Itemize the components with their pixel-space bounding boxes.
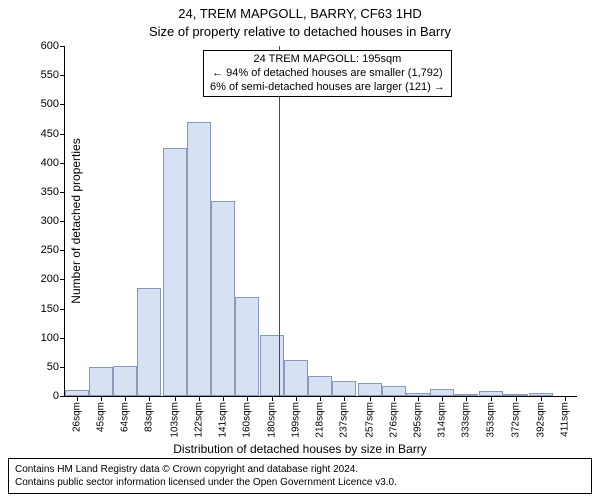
info-box-line: 6% of semi-detached houses are larger (1… <box>210 81 445 95</box>
histogram-bar <box>211 201 235 396</box>
x-tick-label: 64sqm <box>120 402 131 432</box>
x-tick-mark <box>516 396 517 401</box>
y-tick-label: 400 <box>41 157 59 169</box>
y-tick-label: 300 <box>41 215 59 227</box>
property-marker-line <box>279 46 280 396</box>
y-tick-label: 550 <box>41 69 59 81</box>
x-tick-mark <box>247 396 248 401</box>
y-tick-mark <box>60 75 65 76</box>
histogram-bar <box>113 366 137 396</box>
x-tick-label: 237sqm <box>339 402 350 438</box>
x-tick-mark <box>199 396 200 401</box>
histogram-bar <box>308 376 332 396</box>
y-tick-mark <box>60 221 65 222</box>
y-tick-mark <box>60 396 65 397</box>
x-tick-mark <box>418 396 419 401</box>
x-tick-label: 122sqm <box>193 402 204 438</box>
chart-subtitle: Size of property relative to detached ho… <box>0 24 600 39</box>
x-tick-label: 257sqm <box>364 402 375 438</box>
histogram-bar <box>163 148 187 396</box>
x-tick-label: 180sqm <box>267 402 278 438</box>
y-tick-mark <box>60 104 65 105</box>
x-tick-label: 141sqm <box>217 402 228 438</box>
histogram-bar <box>332 381 356 396</box>
footer-attribution: Contains HM Land Registry data © Crown c… <box>8 458 592 494</box>
y-tick-label: 450 <box>41 128 59 140</box>
x-axis-label: Distribution of detached houses by size … <box>0 442 600 456</box>
x-tick-label: 83sqm <box>144 402 155 432</box>
y-tick-mark <box>60 192 65 193</box>
x-tick-mark <box>125 396 126 401</box>
y-axis-label: Number of detached properties <box>69 71 83 371</box>
y-tick-label: 600 <box>41 40 59 52</box>
x-tick-mark <box>394 396 395 401</box>
x-tick-mark <box>491 396 492 401</box>
y-tick-mark <box>60 279 65 280</box>
x-tick-label: 314sqm <box>437 402 448 438</box>
plot-area: 05010015020025030035040045050055060026sq… <box>64 46 577 397</box>
footer-line-2: Contains public sector information licen… <box>15 476 585 489</box>
y-tick-mark <box>60 250 65 251</box>
y-tick-label: 200 <box>41 273 59 285</box>
x-tick-label: 276sqm <box>388 402 399 438</box>
y-tick-label: 500 <box>41 98 59 110</box>
y-tick-mark <box>60 46 65 47</box>
x-tick-mark <box>101 396 102 401</box>
x-tick-label: 199sqm <box>291 402 302 438</box>
histogram-bar <box>284 360 308 396</box>
x-tick-label: 333sqm <box>461 402 472 438</box>
y-tick-mark <box>60 338 65 339</box>
x-tick-label: 26sqm <box>72 402 83 432</box>
x-tick-mark <box>442 396 443 401</box>
histogram-bar <box>430 389 454 396</box>
y-tick-label: 0 <box>53 390 59 402</box>
x-tick-label: 218sqm <box>315 402 326 438</box>
x-tick-mark <box>175 396 176 401</box>
x-tick-label: 103sqm <box>169 402 180 438</box>
x-tick-mark <box>565 396 566 401</box>
x-tick-mark <box>344 396 345 401</box>
y-tick-mark <box>60 367 65 368</box>
info-box-line: 24 TREM MAPGOLL: 195sqm <box>210 53 445 67</box>
y-tick-label: 50 <box>47 361 59 373</box>
chart-title: 24, TREM MAPGOLL, BARRY, CF63 1HD <box>0 6 600 21</box>
y-tick-mark <box>60 134 65 135</box>
histogram-bar <box>382 386 406 397</box>
y-tick-label: 350 <box>41 186 59 198</box>
histogram-bar <box>260 335 284 396</box>
y-tick-mark <box>60 309 65 310</box>
x-tick-label: 411sqm <box>559 402 570 437</box>
histogram-bar <box>358 383 382 396</box>
x-tick-label: 295sqm <box>412 402 423 438</box>
x-tick-mark <box>370 396 371 401</box>
x-tick-mark <box>466 396 467 401</box>
x-tick-label: 372sqm <box>510 402 521 438</box>
x-tick-mark <box>149 396 150 401</box>
y-tick-label: 250 <box>41 244 59 256</box>
y-tick-label: 100 <box>41 332 59 344</box>
x-tick-label: 160sqm <box>241 402 252 438</box>
info-box-line: ← 94% of detached houses are smaller (1,… <box>210 67 445 81</box>
x-tick-mark <box>223 396 224 401</box>
x-tick-mark <box>541 396 542 401</box>
y-tick-mark <box>60 163 65 164</box>
x-tick-label: 45sqm <box>96 402 107 432</box>
x-tick-label: 353sqm <box>486 402 497 438</box>
histogram-bar <box>137 288 161 396</box>
histogram-bar <box>187 122 211 396</box>
x-tick-mark <box>296 396 297 401</box>
chart-container: { "titles": { "main": "24, TREM MAPGOLL,… <box>0 0 600 500</box>
x-tick-mark <box>77 396 78 401</box>
histogram-bar <box>235 297 259 396</box>
x-tick-mark <box>320 396 321 401</box>
y-tick-label: 150 <box>41 303 59 315</box>
x-tick-mark <box>272 396 273 401</box>
histogram-bar <box>89 367 113 396</box>
info-box: 24 TREM MAPGOLL: 195sqm← 94% of detached… <box>203 50 452 97</box>
x-tick-label: 392sqm <box>535 402 546 438</box>
footer-line-1: Contains HM Land Registry data © Crown c… <box>15 463 585 476</box>
